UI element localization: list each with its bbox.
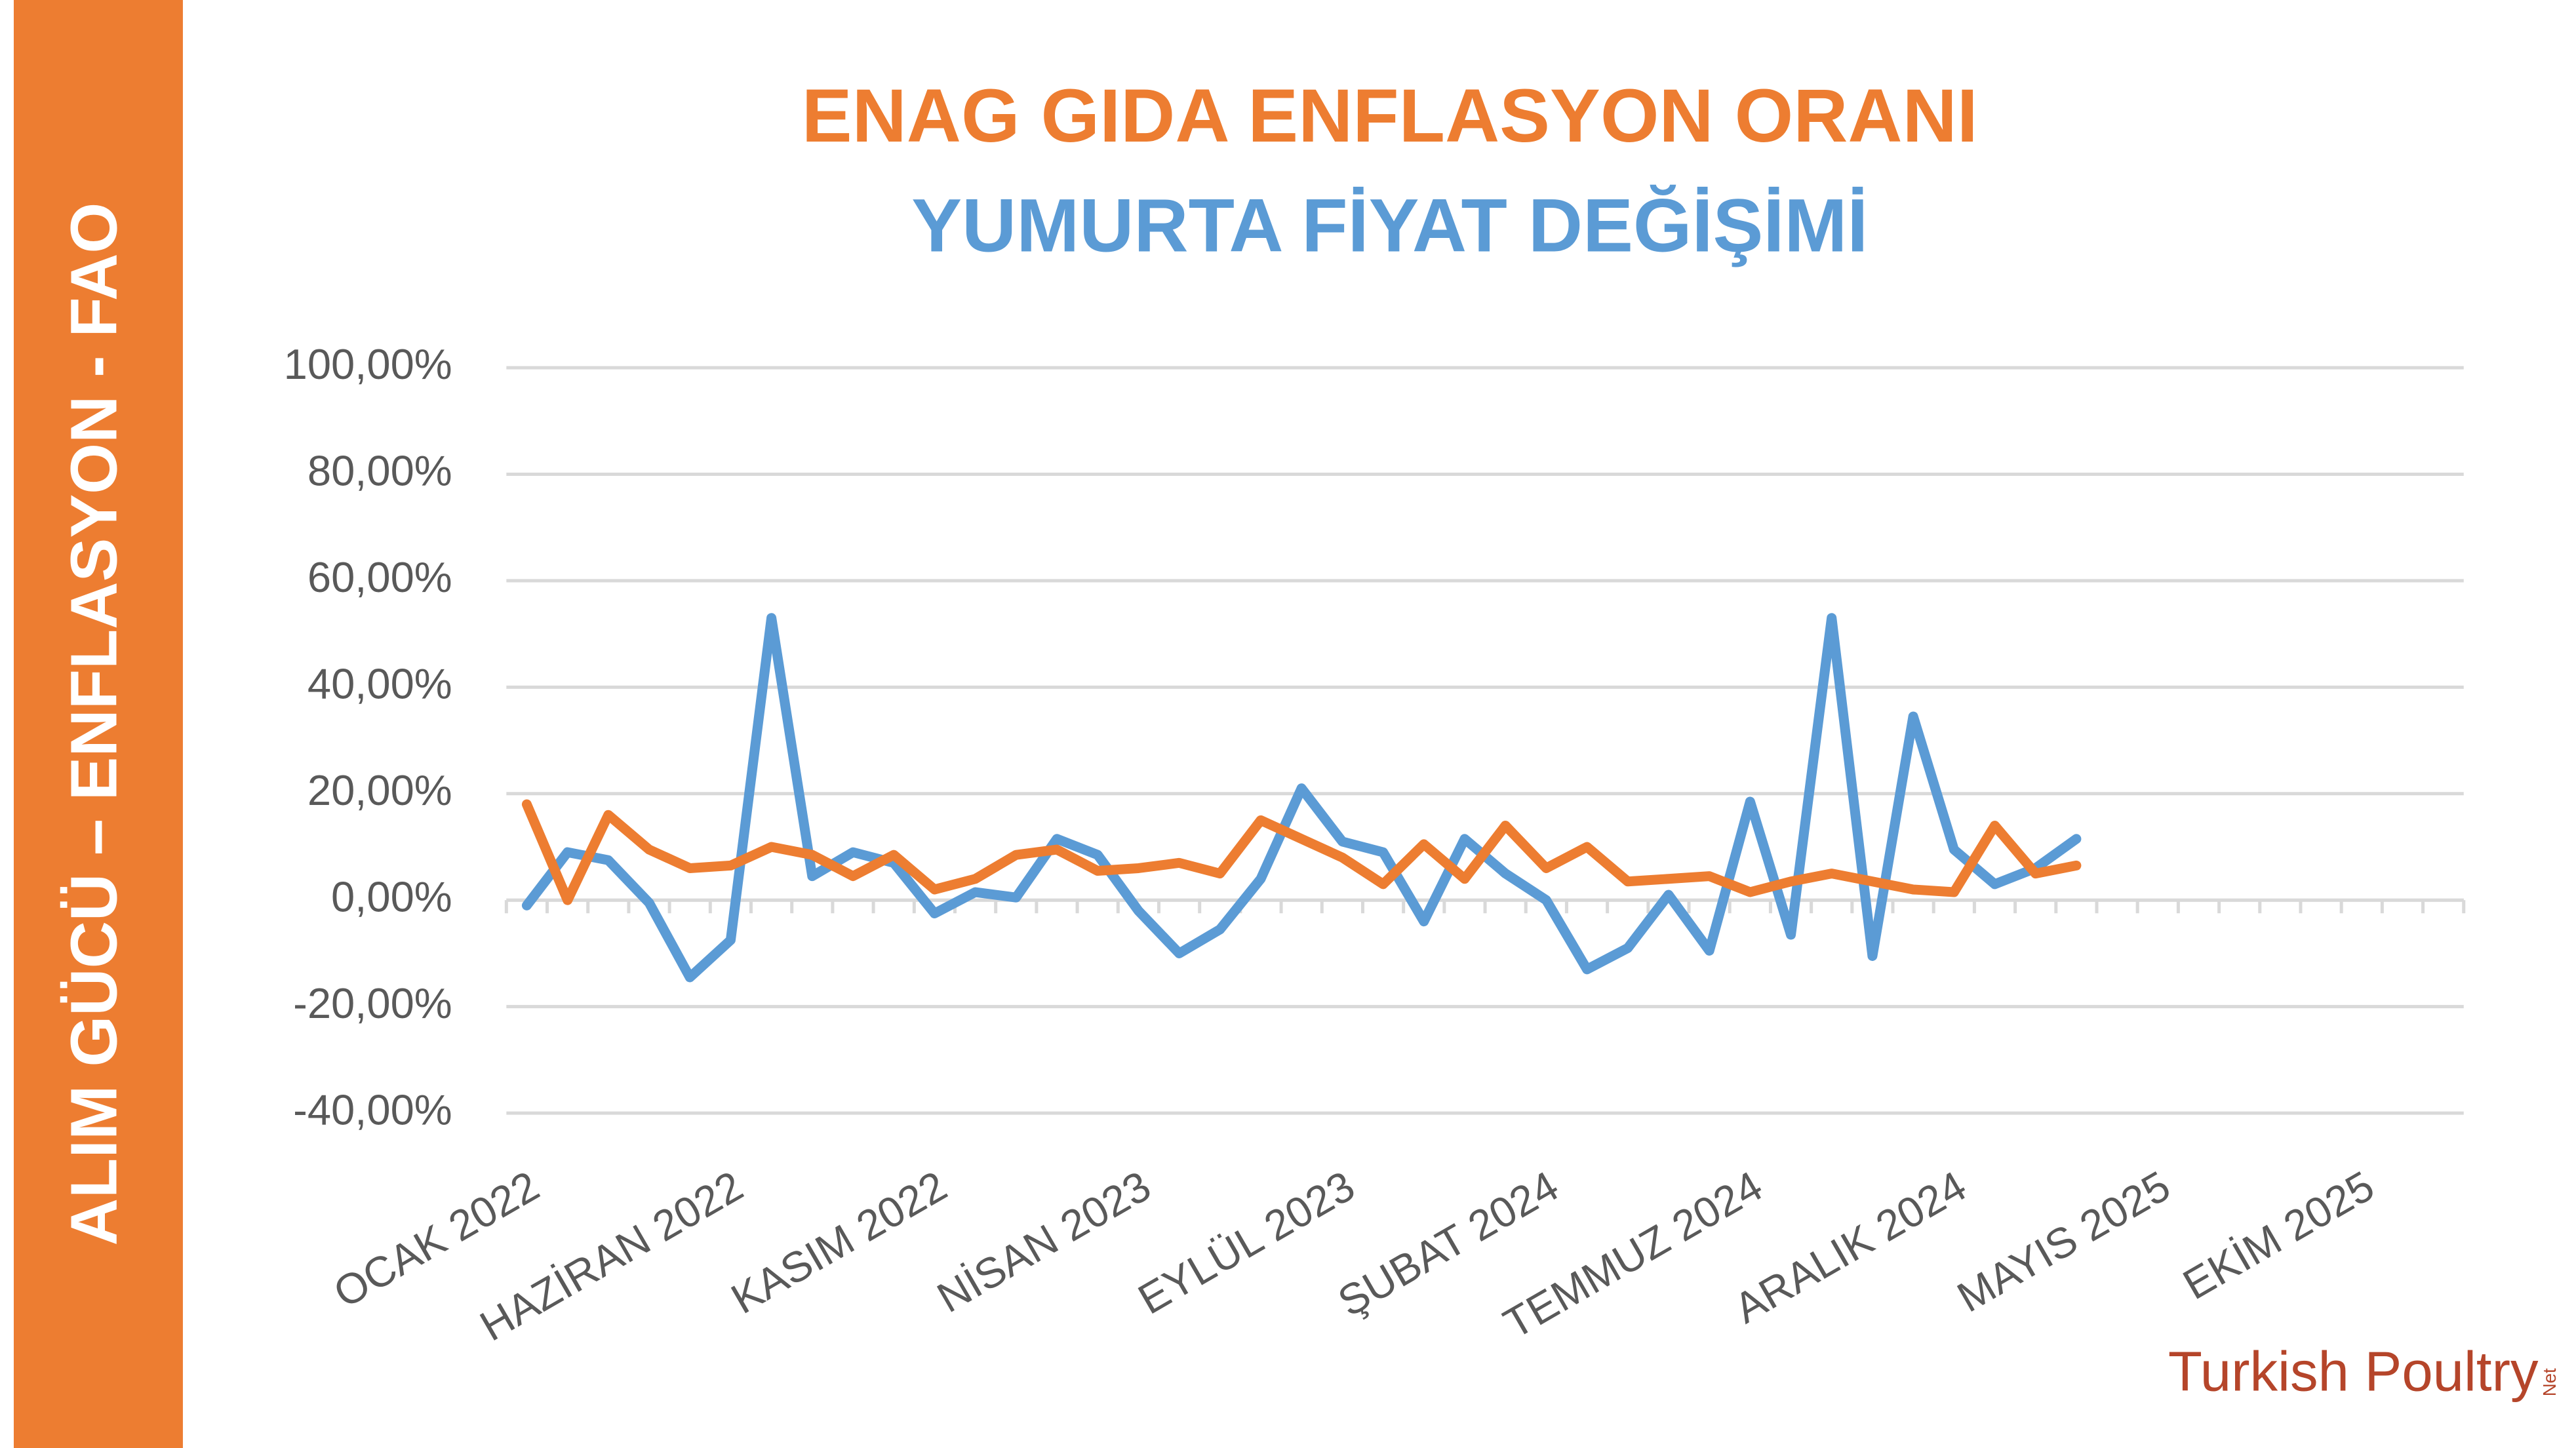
y-tick-label: 20,00% bbox=[307, 766, 452, 814]
y-tick-label: 40,00% bbox=[307, 660, 452, 708]
y-tick-label: 0,00% bbox=[331, 872, 452, 920]
y-tick-label: -40,00% bbox=[293, 1086, 452, 1133]
side-bar bbox=[13, 0, 183, 1448]
x-tick-label: KASIM 2022 bbox=[723, 1162, 955, 1323]
logo: Turkish Poultry bbox=[2168, 1340, 2539, 1403]
chart-subtitle: YUMURTA FİYAT DEĞİŞİMİ bbox=[911, 184, 1868, 268]
y-tick-label: 80,00% bbox=[307, 447, 452, 495]
x-tick-label: EYLÜL 2023 bbox=[1130, 1162, 1362, 1323]
x-tick-label: EKİM 2025 bbox=[2175, 1162, 2381, 1308]
x-tick-label: NİSAN 2023 bbox=[929, 1162, 1159, 1321]
chart-title: ENAG GIDA ENFLASYON ORANI bbox=[802, 74, 1978, 158]
x-tick-label: ARALIK 2024 bbox=[1726, 1162, 1974, 1332]
x-tick-label: MAYIS 2025 bbox=[1949, 1162, 2178, 1321]
y-tick-label: -20,00% bbox=[293, 979, 452, 1027]
side-label: ALIM GÜCÜ – ENFLASYON - FAO bbox=[58, 203, 131, 1246]
y-tick-label: 100,00% bbox=[284, 340, 452, 388]
logo-suffix: Net bbox=[2539, 1368, 2560, 1396]
series-line bbox=[521, 799, 2082, 905]
y-tick-label: 60,00% bbox=[307, 553, 452, 601]
series-line bbox=[521, 613, 2082, 983]
